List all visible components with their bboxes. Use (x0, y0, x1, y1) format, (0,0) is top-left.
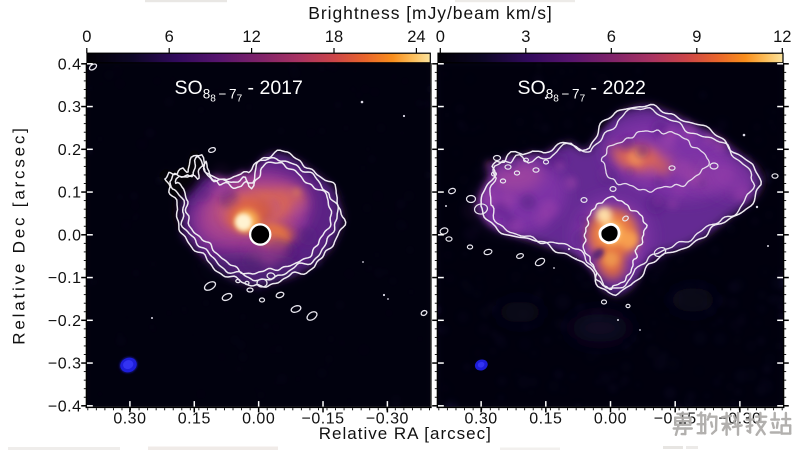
svg-text:Relative RA [arcsec]: Relative RA [arcsec] (319, 424, 492, 443)
svg-text:12: 12 (773, 28, 791, 46)
svg-text:0.15: 0.15 (529, 411, 562, 428)
svg-text:24: 24 (407, 28, 425, 46)
svg-text:12: 12 (242, 28, 260, 46)
svg-text:0.3: 0.3 (58, 99, 82, 116)
svg-text:−0.3: −0.3 (48, 356, 82, 373)
svg-text:6: 6 (165, 28, 174, 46)
svg-text:0.2: 0.2 (58, 142, 82, 159)
svg-text:3: 3 (521, 28, 530, 46)
svg-text:Relative Dec [arcsec]: Relative Dec [arcsec] (10, 125, 29, 344)
svg-text:0: 0 (82, 28, 91, 46)
svg-text:0.00: 0.00 (242, 411, 275, 428)
svg-text:18: 18 (325, 28, 343, 46)
svg-text:−0.15: −0.15 (302, 411, 345, 428)
svg-text:0: 0 (436, 28, 445, 46)
svg-text:0.30: 0.30 (113, 411, 146, 428)
svg-text:6: 6 (607, 28, 616, 46)
svg-text:9: 9 (692, 28, 701, 46)
svg-text:0.1: 0.1 (58, 185, 82, 202)
svg-text:0.0: 0.0 (58, 227, 82, 244)
svg-text:−0.1: −0.1 (48, 270, 82, 287)
svg-text:0.30: 0.30 (465, 411, 498, 428)
svg-text:0.4: 0.4 (58, 56, 82, 73)
svg-text:−0.4: −0.4 (48, 398, 82, 415)
svg-text:0.15: 0.15 (178, 411, 211, 428)
svg-text:−0.2: −0.2 (48, 313, 82, 330)
svg-text:0.00: 0.00 (594, 411, 627, 428)
svg-text:Brightness [mJy/beam km/s]: Brightness [mJy/beam km/s] (308, 3, 552, 23)
svg-text:−0.30: −0.30 (366, 411, 409, 428)
